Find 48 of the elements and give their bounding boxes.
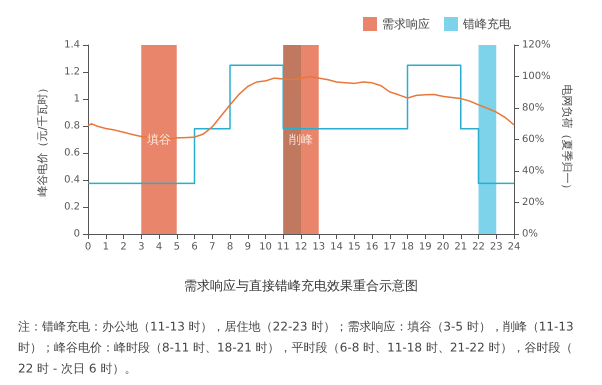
x-tick-label: 8: [226, 242, 234, 252]
x-tick-label: 9: [244, 242, 251, 252]
x-tick-label: 18: [401, 242, 414, 252]
y2-tick-label: 60%: [522, 134, 544, 145]
x-tick-label: 3: [138, 242, 144, 252]
legend-label: 需求响应: [382, 17, 430, 31]
x-tick-label: 11: [276, 242, 290, 252]
y2-tick-label: 120%: [522, 40, 551, 50]
x-tick-label: 22: [472, 242, 485, 252]
x-tick-label: 10: [259, 242, 272, 252]
y-tick-label: 0.4: [64, 174, 80, 186]
y2-tick-label: 80%: [522, 102, 544, 114]
y2-tick-label: 40%: [522, 166, 544, 176]
x-tick-label: 14: [330, 242, 343, 252]
x-tick-label: 16: [366, 242, 378, 252]
y-axis-title: 峰谷电价（元/千瓦时）: [36, 82, 49, 196]
x-tick-label: 19: [418, 242, 432, 252]
y2-tick-label: 100%: [522, 71, 551, 82]
y-tick-label: 0.8: [64, 120, 80, 132]
text: 注：错峰充电：办公地（11-13 时），居住地（22-23 时）；需求响应：填谷（3-5 时），削峰（11-13 时）；峰谷电价：峰时段（8-11 时、18-21 时），平时段（6-8 时、11-18 时、21-22 时），谷时段（22 时 - 次日 6 时）。: [18, 320, 578, 376]
x-tick-label: 20: [436, 242, 450, 252]
y2-tick-label: 0%: [522, 228, 538, 240]
x-tick-label: 13: [312, 242, 326, 252]
y-tick-label: 1.4: [64, 40, 80, 50]
x-tick-label: 24: [508, 242, 520, 252]
x-tick-label: 17: [383, 242, 396, 252]
x-tick-label: 6: [191, 242, 198, 252]
x-tick-label: 15: [348, 242, 361, 252]
x-tick-label: 23: [490, 242, 503, 252]
y-tick-label: 0: [74, 228, 80, 240]
y2-tick-label: 20%: [522, 197, 544, 208]
y-tick-label: 0.2: [64, 202, 80, 212]
y2-axis-title: 电网负荷（夏季归一）: [560, 84, 574, 194]
x-tick-label: 4: [156, 242, 162, 252]
annotation: 填谷: [146, 132, 171, 146]
x-tick-label: 21: [454, 242, 468, 252]
text: 需求响应与直接错峰充电效果重合示意图: [184, 278, 418, 294]
x-tick-label: 5: [174, 242, 180, 252]
x-tick-label: 1: [102, 242, 109, 252]
annotation: 削峰: [289, 132, 313, 146]
x-tick-label: 0: [84, 242, 92, 252]
x-tick-label: 2: [120, 242, 127, 252]
x-tick-label: 12: [294, 242, 308, 252]
legend-label: 错峰充电: [462, 17, 511, 31]
x-tick-label: 7: [209, 242, 216, 252]
y-tick-label: 0.6: [64, 148, 80, 158]
y-tick-label: 1.2: [64, 66, 80, 78]
y-tick-label: 1: [74, 94, 80, 104]
